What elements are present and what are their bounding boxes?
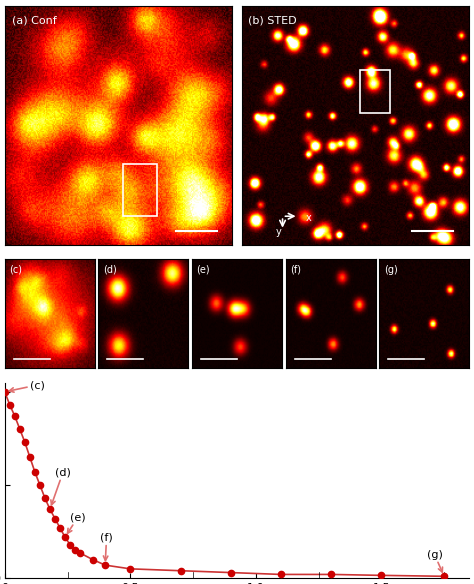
Text: (g): (g) — [384, 265, 398, 275]
Text: (c): (c) — [9, 265, 22, 275]
Text: x: x — [305, 213, 311, 223]
Text: (b) STED: (b) STED — [248, 15, 297, 25]
Text: (f): (f) — [100, 533, 113, 561]
Text: (f): (f) — [290, 265, 301, 275]
Text: y: y — [276, 227, 282, 237]
Bar — [123, 164, 157, 216]
Text: (d): (d) — [103, 265, 117, 275]
Text: (g): (g) — [427, 550, 443, 572]
Text: (a) Conf: (a) Conf — [11, 15, 56, 25]
Bar — [360, 71, 390, 113]
Text: (e): (e) — [197, 265, 210, 275]
Text: (d): (d) — [51, 468, 71, 505]
Text: (c): (c) — [9, 380, 45, 392]
Text: (e): (e) — [67, 512, 86, 533]
